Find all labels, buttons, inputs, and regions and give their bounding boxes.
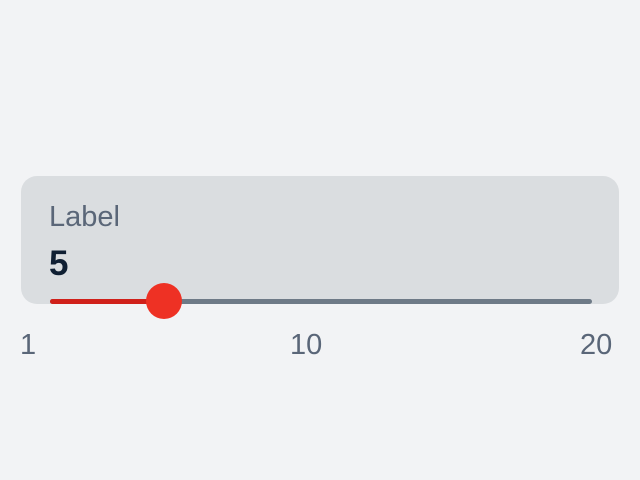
slider-card: Label 5 <box>21 176 619 304</box>
slider-track-fill <box>50 299 165 304</box>
slider-label: Label <box>49 201 120 233</box>
slider-thumb[interactable] <box>146 283 183 319</box>
slider-max-label: 20 <box>580 329 613 361</box>
slider-min-label: 1 <box>20 329 37 361</box>
slider-value: 5 <box>49 244 69 283</box>
slider-track[interactable] <box>50 299 592 304</box>
slider-mid-label: 10 <box>290 329 323 361</box>
